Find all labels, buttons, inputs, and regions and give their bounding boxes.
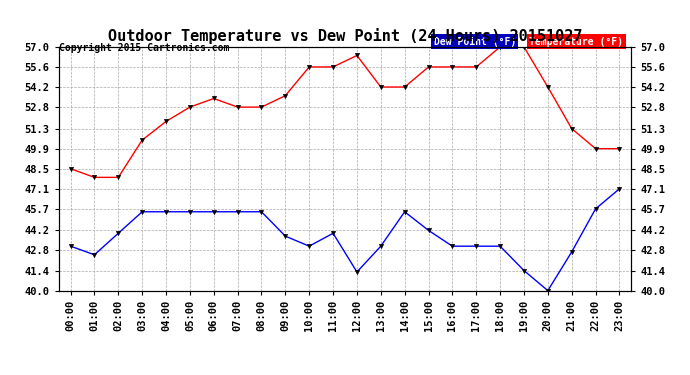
- Text: Temperature (°F): Temperature (°F): [529, 37, 623, 47]
- Title: Outdoor Temperature vs Dew Point (24 Hours) 20151027: Outdoor Temperature vs Dew Point (24 Hou…: [108, 28, 582, 44]
- Text: Copyright 2015 Cartronics.com: Copyright 2015 Cartronics.com: [59, 43, 229, 52]
- Text: Dew Point (°F): Dew Point (°F): [434, 37, 516, 47]
